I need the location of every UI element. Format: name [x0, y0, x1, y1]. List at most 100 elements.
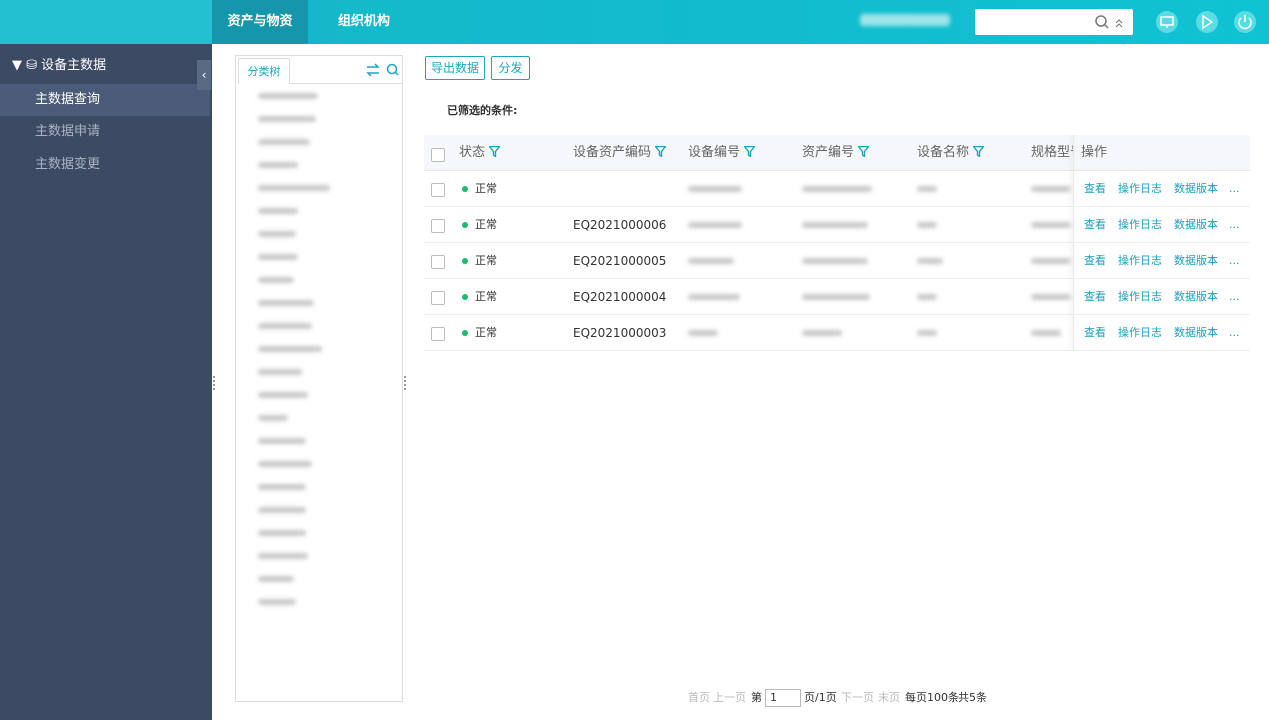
- row-action[interactable]: 查看: [1084, 326, 1106, 339]
- tree-node[interactable]: [258, 323, 312, 329]
- tree-node[interactable]: [258, 116, 316, 122]
- filter-icon[interactable]: [488, 145, 501, 158]
- sidebar-item[interactable]: 主数据申请: [35, 124, 101, 139]
- row-checkbox[interactable]: [431, 219, 445, 233]
- blurred-cell: [802, 258, 868, 264]
- asset-code: EQ2021000005: [573, 254, 667, 268]
- tree-node[interactable]: [258, 139, 310, 145]
- status-dot: [462, 258, 468, 264]
- tree-node[interactable]: [258, 553, 308, 559]
- asset-code: EQ2021000004: [573, 290, 667, 304]
- tree-node[interactable]: [258, 507, 306, 513]
- table-row: [424, 279, 1250, 315]
- blurred-cell: [688, 222, 742, 228]
- nav-tab[interactable]: 资产与物资: [212, 0, 308, 44]
- column-header: 状态: [459, 135, 501, 171]
- collapse-button[interactable]: ‹: [197, 60, 211, 90]
- row-action[interactable]: 查看: [1084, 290, 1106, 303]
- splitter[interactable]: [213, 376, 216, 390]
- tree-node[interactable]: [258, 599, 296, 605]
- column-header: 规格型号: [1031, 135, 1073, 171]
- row-action[interactable]: 操作日志: [1118, 290, 1162, 303]
- page-input[interactable]: 1: [765, 689, 801, 707]
- tree-node[interactable]: [258, 438, 306, 444]
- header-icons[interactable]: [1155, 10, 1259, 34]
- tree-node[interactable]: [258, 208, 298, 214]
- tree-node[interactable]: [258, 369, 302, 375]
- filter-icon[interactable]: [972, 145, 985, 158]
- row-checkbox[interactable]: [431, 183, 445, 197]
- row-checkbox[interactable]: [431, 255, 445, 269]
- tree-node[interactable]: [258, 185, 330, 191]
- nav-tab[interactable]: 组织机构: [337, 14, 390, 29]
- sidebar-item[interactable]: 主数据变更: [35, 157, 101, 172]
- tree-node[interactable]: [258, 300, 314, 306]
- table-row: [424, 207, 1250, 243]
- row-action[interactable]: ...: [1229, 182, 1240, 195]
- column-title: 操作: [1081, 145, 1108, 160]
- row-action[interactable]: 操作日志: [1118, 326, 1162, 339]
- status-dot: [462, 222, 468, 228]
- tree-tools[interactable]: [366, 63, 402, 77]
- header-checkbox[interactable]: [431, 148, 445, 162]
- splitter[interactable]: [404, 376, 407, 390]
- search-input[interactable]: [975, 9, 1133, 35]
- sidebar-item[interactable]: 主数据查询: [0, 84, 210, 116]
- row-action[interactable]: 数据版本: [1174, 218, 1218, 231]
- row-action[interactable]: 操作日志: [1118, 182, 1162, 195]
- tree-node[interactable]: [258, 277, 294, 283]
- pager-first[interactable]: 首页: [688, 691, 710, 704]
- blurred-cell: [1031, 186, 1071, 192]
- status: 正常: [475, 254, 497, 267]
- export-button[interactable]: 导出数据: [425, 56, 485, 80]
- row-action[interactable]: ...: [1229, 290, 1240, 303]
- pager-page-size: 每页100条: [905, 691, 959, 704]
- row-action[interactable]: 操作日志: [1118, 254, 1162, 267]
- logo-area: [0, 0, 212, 44]
- row-action[interactable]: 数据版本: [1174, 254, 1218, 267]
- tree-node[interactable]: [258, 162, 298, 168]
- row-action[interactable]: 查看: [1084, 254, 1106, 267]
- tree-tab[interactable]: 分类树: [238, 58, 290, 84]
- status: 正常: [475, 326, 497, 339]
- row-action[interactable]: 数据版本: [1174, 290, 1218, 303]
- tree-node[interactable]: [258, 346, 322, 352]
- row-action[interactable]: 查看: [1084, 182, 1106, 195]
- row-checkbox[interactable]: [431, 327, 445, 341]
- tree-node[interactable]: [258, 93, 318, 99]
- blurred-cell: [1031, 294, 1071, 300]
- status: 正常: [475, 218, 497, 231]
- tree-node[interactable]: [258, 484, 306, 490]
- blurred-cell: [688, 186, 742, 192]
- pager-page-prefix: 第: [751, 691, 762, 704]
- filter-icon[interactable]: [857, 145, 870, 158]
- tree-node[interactable]: [258, 254, 298, 260]
- filter-icon[interactable]: [654, 145, 667, 158]
- row-action[interactable]: ...: [1229, 326, 1240, 339]
- tree-node[interactable]: [258, 415, 288, 421]
- tree-node[interactable]: [258, 461, 312, 467]
- pager-last[interactable]: 末页: [878, 691, 900, 704]
- column-header: 操作: [1081, 135, 1107, 171]
- tree-node[interactable]: [258, 392, 308, 398]
- row-action[interactable]: ...: [1229, 254, 1240, 267]
- row-action[interactable]: 操作日志: [1118, 218, 1162, 231]
- pager-next[interactable]: 下一页: [841, 691, 874, 704]
- search-icons[interactable]: [1095, 15, 1127, 29]
- row-action[interactable]: ...: [1229, 218, 1240, 231]
- pager-prev[interactable]: 上一页: [713, 691, 746, 704]
- status: 正常: [475, 182, 497, 195]
- tree-node[interactable]: [258, 576, 294, 582]
- blurred-cell: [1031, 222, 1071, 228]
- tree-node[interactable]: [258, 231, 296, 237]
- blurred-cell: [917, 258, 943, 264]
- row-checkbox[interactable]: [431, 291, 445, 305]
- sidebar-root[interactable]: ▼ ⛁ 设备主数据: [12, 58, 107, 73]
- tree-node[interactable]: [258, 530, 306, 536]
- table-row: [424, 315, 1250, 351]
- filter-icon[interactable]: [743, 145, 756, 158]
- row-action[interactable]: 数据版本: [1174, 182, 1218, 195]
- row-action[interactable]: 查看: [1084, 218, 1106, 231]
- distribute-button[interactable]: 分发: [491, 56, 530, 80]
- row-action[interactable]: 数据版本: [1174, 326, 1218, 339]
